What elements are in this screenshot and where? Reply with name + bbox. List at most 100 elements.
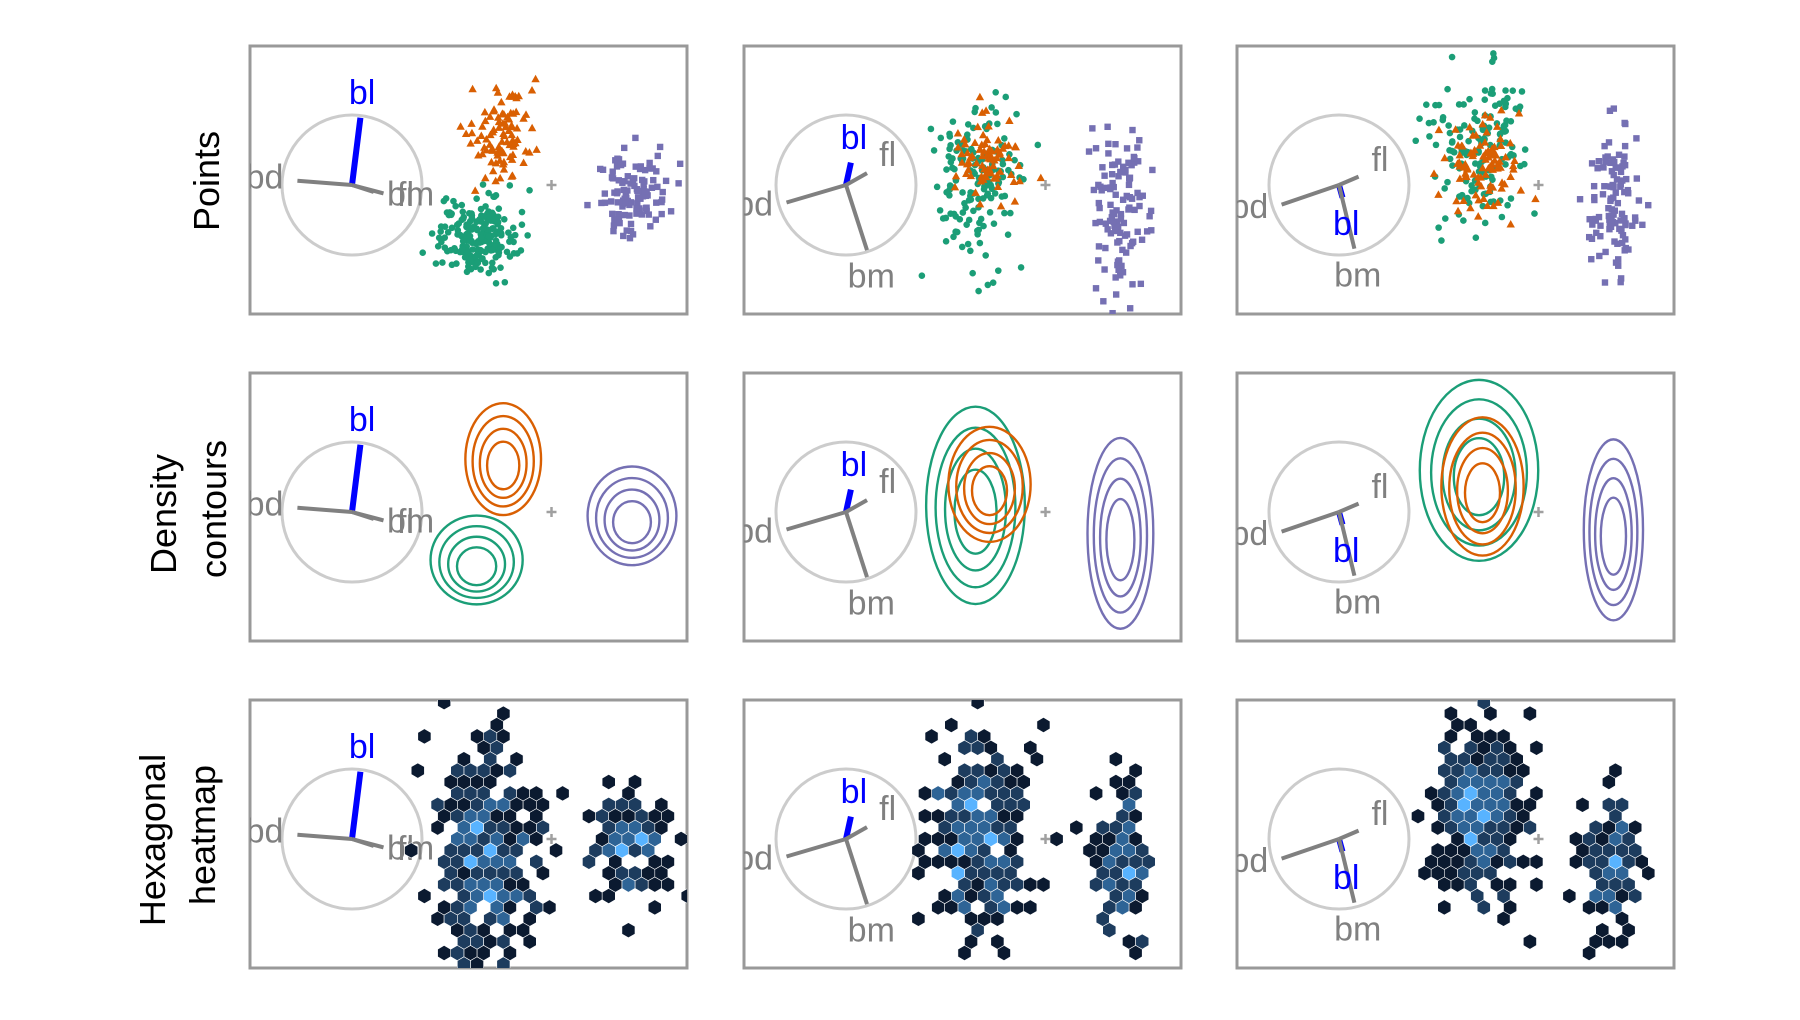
data-point — [619, 179, 626, 186]
data-point — [1480, 190, 1488, 198]
data-point — [620, 186, 627, 194]
data-point — [1621, 161, 1629, 169]
data-point — [1439, 116, 1447, 124]
data-point — [1125, 181, 1133, 189]
data-point — [1444, 85, 1451, 93]
hex-bin — [674, 831, 687, 847]
data-point — [491, 176, 500, 185]
data-point — [978, 161, 987, 169]
data-point — [521, 110, 531, 118]
data-point — [485, 140, 495, 148]
data-point — [507, 130, 516, 139]
data-point — [658, 196, 666, 203]
points-group-3 — [584, 134, 684, 242]
axis-circle — [774, 440, 918, 584]
axis-line-bl — [843, 815, 854, 840]
data-point — [494, 123, 504, 131]
data-point — [1460, 101, 1467, 108]
data-point — [1503, 117, 1510, 125]
hex-bin — [1503, 762, 1517, 779]
data-point — [993, 145, 1002, 153]
data-point — [488, 264, 496, 271]
data-point — [975, 145, 984, 153]
data-point — [1521, 146, 1529, 153]
data-point — [1111, 161, 1119, 168]
data-point — [531, 74, 540, 83]
data-point — [1594, 165, 1601, 172]
panel-r2-c2: bl fl bd bm — [742, 371, 1183, 643]
data-point — [466, 139, 475, 147]
data-point — [635, 187, 642, 195]
data-point — [1441, 185, 1448, 192]
data-point — [505, 152, 515, 161]
data-point — [1617, 217, 1624, 224]
data-point — [1115, 158, 1122, 165]
data-point — [659, 188, 666, 196]
axis-line-fl — [845, 171, 868, 187]
hex-bin — [456, 819, 471, 836]
data-point — [627, 227, 635, 235]
data-point — [667, 208, 675, 215]
data-point — [1622, 236, 1629, 243]
data-point — [481, 173, 490, 182]
data-point — [1479, 194, 1488, 203]
data-point — [495, 205, 503, 212]
axis-label-bd: bd — [246, 159, 284, 197]
axis-label-bl: bl — [1333, 205, 1359, 243]
data-point — [489, 225, 496, 232]
data-point — [1622, 221, 1629, 229]
data-point — [1597, 222, 1604, 229]
data-point — [1117, 215, 1125, 222]
data-point — [601, 199, 609, 206]
data-point — [964, 165, 973, 173]
data-point — [962, 159, 972, 168]
density-contour — [1599, 496, 1628, 576]
data-point — [1610, 183, 1617, 191]
axis-line-bd — [1280, 510, 1340, 534]
density-contour — [962, 451, 1017, 526]
data-point — [975, 92, 985, 101]
contours-group-3 — [1582, 438, 1645, 622]
axis-circle — [774, 113, 918, 257]
data-point — [1136, 202, 1143, 210]
data-point — [1471, 130, 1481, 139]
data-point — [652, 216, 659, 223]
data-point — [990, 220, 998, 228]
data-point — [1009, 177, 1019, 185]
data-point — [1613, 176, 1621, 183]
data-point — [1109, 209, 1116, 216]
data-point — [1114, 223, 1122, 231]
axis-line-bl — [349, 771, 364, 840]
data-point — [1123, 192, 1130, 200]
density-contour — [455, 546, 498, 587]
axis-line-fl — [1338, 174, 1360, 187]
data-point — [1112, 274, 1119, 281]
data-point — [518, 221, 526, 228]
data-point — [927, 125, 935, 133]
data-point — [1504, 201, 1511, 209]
data-point — [1497, 178, 1507, 186]
data-point — [1109, 179, 1116, 187]
data-point — [1138, 236, 1146, 243]
data-point — [1599, 191, 1607, 198]
center-marker — [1533, 180, 1544, 190]
data-point — [1134, 158, 1142, 165]
hex-bin — [1089, 876, 1103, 893]
data-point — [1489, 176, 1496, 183]
data-point — [1096, 218, 1104, 226]
data-point — [1096, 204, 1103, 212]
row-label-points: Points — [186, 131, 227, 231]
data-point — [1122, 249, 1130, 256]
data-point — [966, 192, 974, 200]
data-point — [1516, 103, 1524, 111]
data-point — [1592, 215, 1599, 223]
data-point — [1440, 153, 1449, 162]
data-point — [1113, 207, 1120, 214]
center-marker — [546, 834, 557, 844]
data-point — [631, 182, 638, 190]
hex-bin — [1628, 842, 1643, 859]
density-contour — [611, 499, 653, 545]
hex-bin — [1437, 876, 1452, 893]
density-contour — [924, 405, 1027, 606]
